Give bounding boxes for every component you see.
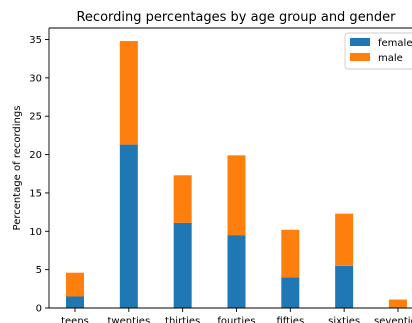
legend-label-female: female bbox=[378, 38, 412, 49]
y-tick-label: 35 bbox=[29, 35, 42, 46]
y-tick-label: 0 bbox=[36, 304, 42, 315]
bar-male-twenties bbox=[119, 41, 138, 145]
bar-female-thirties bbox=[173, 222, 192, 308]
y-tick-label: 25 bbox=[29, 112, 42, 123]
x-tick-label-twenties: twenties bbox=[108, 316, 151, 323]
bar-female-twenties bbox=[119, 144, 138, 308]
legend-swatch-female bbox=[350, 38, 370, 46]
y-tick-label: 5 bbox=[36, 265, 42, 276]
bar-female-teens bbox=[66, 296, 84, 308]
y-tick-label: 30 bbox=[29, 73, 42, 84]
bar-male-fourties bbox=[227, 155, 246, 236]
bar-female-fourties bbox=[227, 235, 246, 308]
bar-male-sixties bbox=[335, 213, 354, 266]
y-axis-label: Percentage of recordings bbox=[12, 106, 23, 231]
bar-male-seventies bbox=[388, 299, 407, 308]
legend: female male bbox=[344, 32, 412, 70]
axes-frame bbox=[48, 27, 412, 309]
y-tick-label: 10 bbox=[29, 227, 42, 238]
y-tick-label: 15 bbox=[29, 188, 42, 199]
bar-male-teens bbox=[66, 272, 84, 297]
legend-swatch-male bbox=[350, 53, 370, 61]
x-tick-label-fifties: fifties bbox=[276, 316, 304, 323]
x-tick-label-sixties: sixties bbox=[328, 316, 360, 323]
chart-title: Recording percentages by age group and g… bbox=[76, 10, 396, 25]
y-tick-label: 20 bbox=[29, 150, 42, 161]
x-tick-label-teens: teens bbox=[61, 316, 89, 323]
bars-group bbox=[66, 41, 407, 308]
bar-female-fifties bbox=[281, 277, 300, 308]
bar-male-thirties bbox=[173, 175, 192, 223]
x-tick-label-thirties: thirties bbox=[165, 316, 200, 323]
x-tick-label-seventies: seventies bbox=[374, 316, 412, 323]
legend-label-male: male bbox=[378, 53, 403, 64]
x-axis-ticks: teens twenties thirties fourties fifties sixt… bbox=[61, 308, 412, 323]
bar-male-fifties bbox=[281, 229, 300, 278]
bar-female-sixties bbox=[335, 265, 354, 308]
y-axis-ticks: 0 5 10 15 20 25 30 35 bbox=[29, 35, 49, 315]
x-tick-label-fourties: fourties bbox=[217, 316, 255, 323]
